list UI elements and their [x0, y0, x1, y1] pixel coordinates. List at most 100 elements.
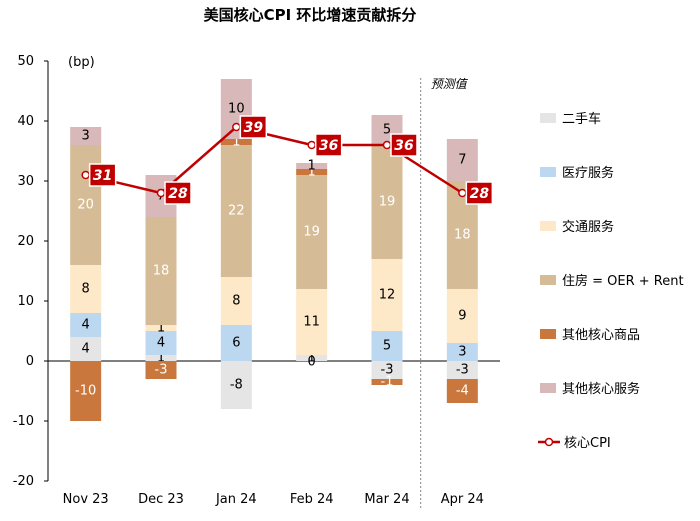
- core-cpi-value-label: 28: [168, 186, 188, 202]
- forecast-label: 预测值: [431, 77, 469, 91]
- bar-segment-label: 4: [157, 336, 165, 351]
- core-cpi-point: [307, 140, 316, 150]
- bar-segment: [446, 361, 478, 379]
- bar-segment-label: 1: [308, 159, 316, 174]
- bar-segment: [220, 145, 252, 277]
- bar-segment: [220, 139, 252, 145]
- bar-segment-label: 7: [458, 153, 466, 168]
- bar-segment-label: 8: [82, 282, 90, 297]
- bar-segment: [296, 163, 328, 169]
- legend-swatch: [540, 113, 556, 123]
- bar-segment-label: 18: [153, 264, 170, 279]
- core-cpi-value-label: 36: [394, 138, 414, 154]
- bar-segment-label: 1: [308, 351, 316, 366]
- core-cpi-value-box: [239, 115, 268, 139]
- bar-segment: [220, 277, 252, 325]
- core-cpi-point: [156, 188, 166, 198]
- bar-segment: [70, 127, 102, 145]
- x-category-label: Nov 23: [63, 492, 109, 507]
- legend-label: 其他核心商品: [562, 328, 640, 343]
- bar-segment: [446, 289, 478, 343]
- bar-segment: [446, 139, 478, 181]
- core-cpi-value-label: 36: [319, 138, 339, 154]
- bar-segment-label: 4: [82, 342, 90, 357]
- bar-segment: [70, 313, 102, 337]
- bar-segment: [371, 331, 403, 361]
- legend-label: 核心CPI: [564, 436, 611, 451]
- bar-segment-label: -3: [381, 363, 394, 378]
- y-tick-label: 20: [17, 234, 34, 249]
- y-tick-label: 30: [17, 174, 34, 189]
- bar-segment: [145, 217, 177, 325]
- bar-segment-label: -8: [230, 378, 243, 393]
- core-cpi-point: [81, 170, 90, 180]
- bar-segment-label: -1: [381, 375, 394, 390]
- bar-segment: [145, 355, 177, 361]
- legend-label: 交通服务: [562, 219, 614, 235]
- core-cpi-value-box: [164, 181, 192, 205]
- bar-segment: [371, 145, 403, 259]
- legend-swatch: [540, 221, 556, 231]
- bar-segment: [296, 175, 328, 289]
- x-category-label: Mar 24: [364, 492, 409, 507]
- bar-segment-label: 1: [308, 165, 316, 180]
- y-tick-label: -10: [13, 414, 34, 429]
- bar-segment-label: -3: [456, 363, 469, 378]
- bar-segment: [446, 379, 478, 403]
- legend-label: 医疗服务: [562, 165, 614, 181]
- bar-segment-label: 0: [308, 355, 316, 370]
- bar-segment: [371, 379, 403, 385]
- y-tick-label: -20: [13, 474, 34, 489]
- bar-segment-label: -3: [155, 363, 168, 378]
- bar-segment-label: 10: [228, 102, 245, 117]
- bar-segment: [220, 361, 252, 409]
- legend-label: 住房 = OER + Rent: [562, 273, 684, 289]
- bar-segment: [70, 265, 102, 313]
- legend-label: 二手车: [562, 111, 601, 127]
- bar-segment-label: 1: [157, 351, 165, 366]
- bar-segment: [145, 331, 177, 355]
- bar-segment-label: 12: [379, 288, 396, 303]
- legend-swatch: [540, 275, 556, 285]
- bar-segment: [296, 289, 328, 355]
- bar-segment-label: -10: [75, 384, 96, 399]
- bars: 44820-10314118-37-8682211010111911-35121…: [70, 79, 478, 421]
- core-cpi-value-box: [88, 163, 117, 187]
- bar-segment-label: 6: [232, 336, 240, 351]
- bar-segment-label: 4: [82, 318, 90, 333]
- bar-segment-label: 9: [458, 309, 466, 324]
- chart-title: 美国核心CPI 环比增速贡献拆分: [204, 6, 417, 24]
- y-tick-label: 50: [17, 54, 34, 69]
- bar-segment-label: 18: [454, 228, 471, 243]
- bar-segment: [145, 361, 177, 379]
- legend-swatch: [540, 383, 556, 393]
- bar-segment-label: 5: [383, 339, 391, 354]
- core-cpi-value-label: 28: [470, 186, 490, 202]
- bar-segment-label: 1: [232, 135, 240, 150]
- core-cpi-point: [382, 140, 392, 150]
- core-cpi-value-label: 39: [244, 120, 264, 136]
- bar-segment-label: 3: [458, 345, 466, 360]
- bar-segment: [371, 361, 403, 379]
- bar-segment-label: 11: [303, 315, 320, 330]
- core-cpi-value-box: [465, 181, 494, 205]
- y-tick-label: 0: [26, 354, 34, 369]
- bar-segment-label: 8: [232, 294, 240, 309]
- bar-segment: [220, 325, 252, 361]
- x-category-label: Feb 24: [290, 492, 334, 507]
- core-cpi-value-label: 31: [93, 168, 112, 184]
- core-cpi-point: [458, 188, 467, 198]
- core-cpi-value-box: [314, 133, 343, 157]
- legend-swatch: [540, 167, 556, 177]
- y-tick-label: 40: [17, 114, 34, 129]
- bar-segment-label: 3: [82, 129, 90, 144]
- bar-segment: [446, 343, 478, 361]
- legend-swatch: [540, 329, 556, 339]
- bar-segment-label: 20: [77, 198, 94, 213]
- x-category-label: Jan 24: [215, 492, 257, 507]
- y-tick-label: 10: [17, 294, 34, 309]
- bar-segment: [70, 361, 102, 421]
